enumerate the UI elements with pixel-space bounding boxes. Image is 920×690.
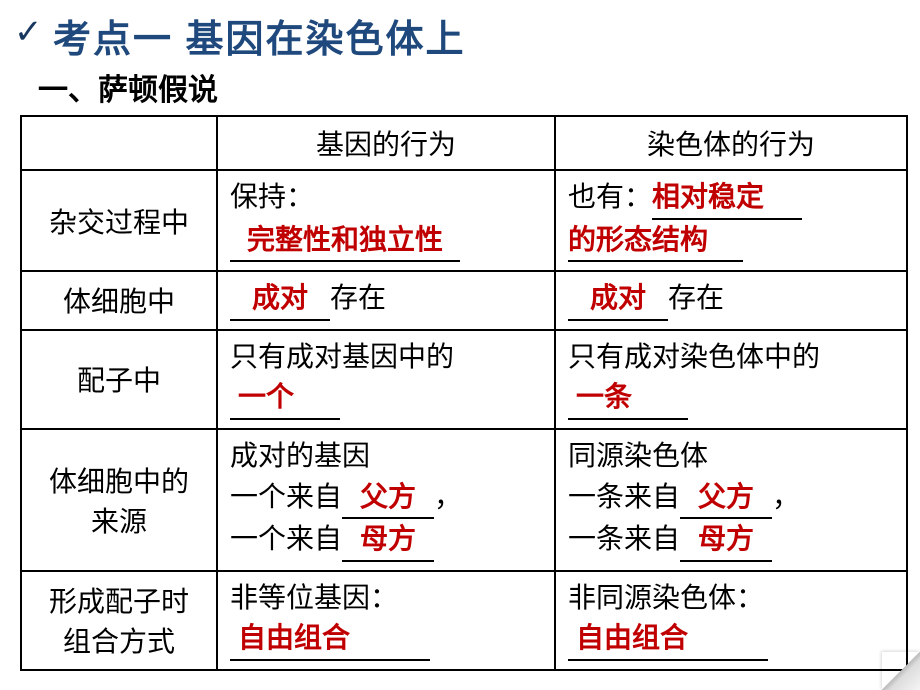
gene-cell: 成对的基因 一个来自父方 ， 一个来自母方 — [217, 429, 555, 571]
slide-header: ✓ 考点一 基因在染色体上 一、萨顿假说 — [0, 0, 920, 109]
gene-cell: 非等位基因： 自由组合 — [217, 571, 555, 670]
table-header-row: 基因的行为 染色体的行为 — [21, 116, 907, 170]
table-row: 体细胞中 成对存在 成对存在 — [21, 271, 907, 330]
static-text: ， — [434, 481, 462, 512]
row-label: 体细胞中 — [21, 271, 217, 330]
static-text: 非同源染色体： — [568, 582, 764, 613]
gene-cell: 只有成对基因中的 一个 — [217, 330, 555, 429]
table-row: 杂交过程中 保持： 完整性和独立性 也有：相对稳定 的形态结构 — [21, 170, 907, 271]
row-label-text: 配子中 — [22, 353, 216, 405]
chrom-cell: 也有：相对稳定 的形态结构 — [555, 170, 907, 271]
answer-text: 自由组合 — [238, 622, 350, 653]
static-text: 保持： — [230, 181, 314, 212]
row-label-text: 组合方式 — [22, 620, 216, 660]
answer-text: 父方 — [360, 481, 416, 512]
th-chrom: 染色体的行为 — [555, 116, 907, 170]
row-label-text: 形成配子时 — [22, 580, 216, 620]
gene-cell: 成对存在 — [217, 271, 555, 330]
row-label-text: 体细胞中的 — [22, 460, 216, 500]
row-label-text: 来源 — [22, 500, 216, 540]
answer-text: 一个 — [238, 381, 294, 412]
static-text: 一条来自 — [568, 523, 680, 554]
static-text: 一个来自 — [230, 523, 342, 554]
table-row: 形成配子时 组合方式 非等位基因： 自由组合 非同源染色体： 自由组合 — [21, 571, 907, 670]
static-text: 只有成对染色体中的 — [568, 341, 820, 372]
static-text: 非等位基因： — [230, 582, 398, 613]
static-text: ， — [772, 481, 800, 512]
answer-text: 一条 — [576, 381, 632, 412]
row-label: 配子中 — [21, 330, 217, 429]
static-text: 成对的基因 — [230, 440, 370, 471]
table-row: 体细胞中的 来源 成对的基因 一个来自父方， 一个来自母方 同源染色体 一条来自… — [21, 429, 907, 571]
static-text: 同源染色体 — [568, 440, 708, 471]
chrom-cell: 成对存在 — [555, 271, 907, 330]
subtitle: 一、萨顿假说 — [14, 65, 920, 109]
static-text: 一个来自 — [230, 481, 342, 512]
page-curl-icon — [882, 652, 920, 690]
main-title: 考点一 基因在染色体上 — [53, 8, 466, 63]
static-text: 只有成对基因中的 — [230, 341, 454, 372]
static-text: 一条来自 — [568, 481, 680, 512]
answer-text: 成对 — [590, 282, 646, 313]
static-text: 也有： — [568, 181, 652, 212]
static-text: 存在 — [668, 282, 724, 313]
answer-text: 父方 — [698, 481, 754, 512]
row-label: 体细胞中的 来源 — [21, 429, 217, 571]
check-icon: ✓ — [14, 12, 43, 52]
row-label: 形成配子时 组合方式 — [21, 571, 217, 670]
answer-text: 成对 — [252, 282, 308, 313]
comparison-table: 基因的行为 染色体的行为 杂交过程中 保持： 完整性和独立性 也有：相对稳定 的… — [20, 115, 908, 671]
static-text: 存在 — [330, 282, 386, 313]
answer-text: 母方 — [698, 523, 754, 554]
answer-text: 的形态结构 — [568, 224, 708, 255]
chrom-cell: 同源染色体 一条来自父方 ， 一条来自母方 — [555, 429, 907, 571]
answer-text: 相对稳定 — [652, 181, 764, 212]
table-row: 配子中 只有成对基因中的 一个 只有成对染色体中的一条 — [21, 330, 907, 429]
row-label: 杂交过程中 — [21, 170, 217, 271]
answer-text: 完整性和独立性 — [247, 224, 443, 255]
th-gene: 基因的行为 — [217, 116, 555, 170]
answer-text: 母方 — [360, 523, 416, 554]
row-label-text: 体细胞中 — [22, 274, 216, 326]
row-label-text: 杂交过程中 — [22, 195, 216, 247]
answer-text: 自由组合 — [576, 622, 688, 653]
chrom-cell: 只有成对染色体中的一条 — [555, 330, 907, 429]
th-empty — [21, 116, 217, 170]
gene-cell: 保持： 完整性和独立性 — [217, 170, 555, 271]
chrom-cell: 非同源染色体： 自由组合 — [555, 571, 907, 670]
